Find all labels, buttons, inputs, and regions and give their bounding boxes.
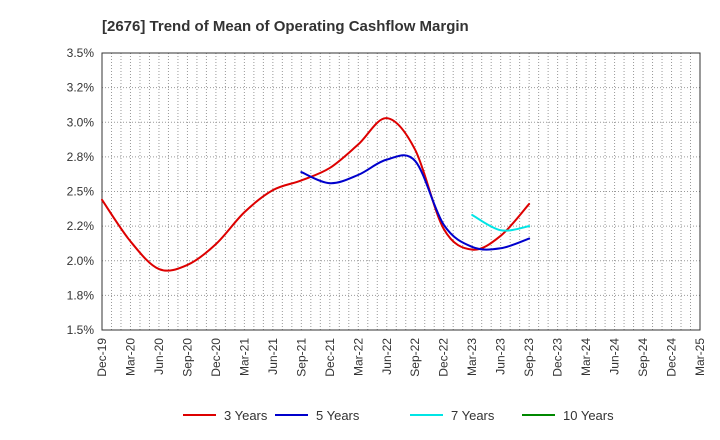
legend-label-7-years: 7 Years xyxy=(451,408,495,423)
legend-label-3-years: 3 Years xyxy=(224,408,268,423)
series-line-5-years xyxy=(300,154,531,251)
chart-title: [2676] Trend of Mean of Operating Cashfl… xyxy=(102,18,469,35)
x-tick-label: Mar-21 xyxy=(237,338,251,376)
x-tick-label: Dec-20 xyxy=(209,338,223,377)
x-tick-label: Sep-21 xyxy=(294,338,308,377)
x-tick-label: Dec-22 xyxy=(437,338,451,377)
x-tick-label: Sep-22 xyxy=(408,338,422,377)
y-tick-label: 2.8% xyxy=(67,150,95,164)
x-tick-label: Jun-22 xyxy=(380,338,394,375)
x-tick-label: Dec-19 xyxy=(95,338,109,377)
x-tick-label: Dec-21 xyxy=(323,338,337,377)
y-tick-label: 3.5% xyxy=(67,46,95,60)
y-tick-label: 3.0% xyxy=(67,115,95,129)
x-tick-label: Jun-21 xyxy=(266,338,280,375)
x-tick-label: Mar-24 xyxy=(579,338,593,376)
y-tick-label: 1.5% xyxy=(67,323,95,337)
x-tick-label: Mar-22 xyxy=(351,338,365,376)
y-tick-label: 2.0% xyxy=(67,254,95,268)
x-tick-label: Jun-23 xyxy=(494,338,508,375)
y-tick-label: 2.2% xyxy=(67,219,95,233)
x-tick-label: Dec-24 xyxy=(665,338,679,377)
y-tick-label: 1.8% xyxy=(67,288,95,302)
legend: 3 Years 5 Years 7 Years 10 Years xyxy=(183,408,614,423)
plot-frame xyxy=(101,52,701,331)
x-tick-label: Sep-24 xyxy=(636,338,650,377)
series-line-7-years xyxy=(471,214,531,232)
y-tick-label: 2.5% xyxy=(67,185,95,199)
legend-label-10-years: 10 Years xyxy=(563,408,614,423)
y-tick-label: 3.2% xyxy=(67,81,95,95)
x-tick-label: Jun-24 xyxy=(608,338,622,375)
x-tick-label: Dec-23 xyxy=(551,338,565,377)
x-tick-label: Sep-23 xyxy=(522,338,536,377)
x-tick-label: Mar-23 xyxy=(465,338,479,376)
series-line-3-years xyxy=(101,117,531,272)
x-tick-label: Mar-20 xyxy=(123,338,137,376)
x-tick-label: Mar-25 xyxy=(693,338,707,376)
x-tick-label: Jun-20 xyxy=(152,338,166,375)
x-tick-label: Sep-20 xyxy=(180,338,194,377)
legend-label-5-years: 5 Years xyxy=(316,408,360,423)
plot-area: 3.5%3.2%3.0%2.8%2.5%2.2%2.0%1.8%1.5%Dec-… xyxy=(67,46,707,377)
